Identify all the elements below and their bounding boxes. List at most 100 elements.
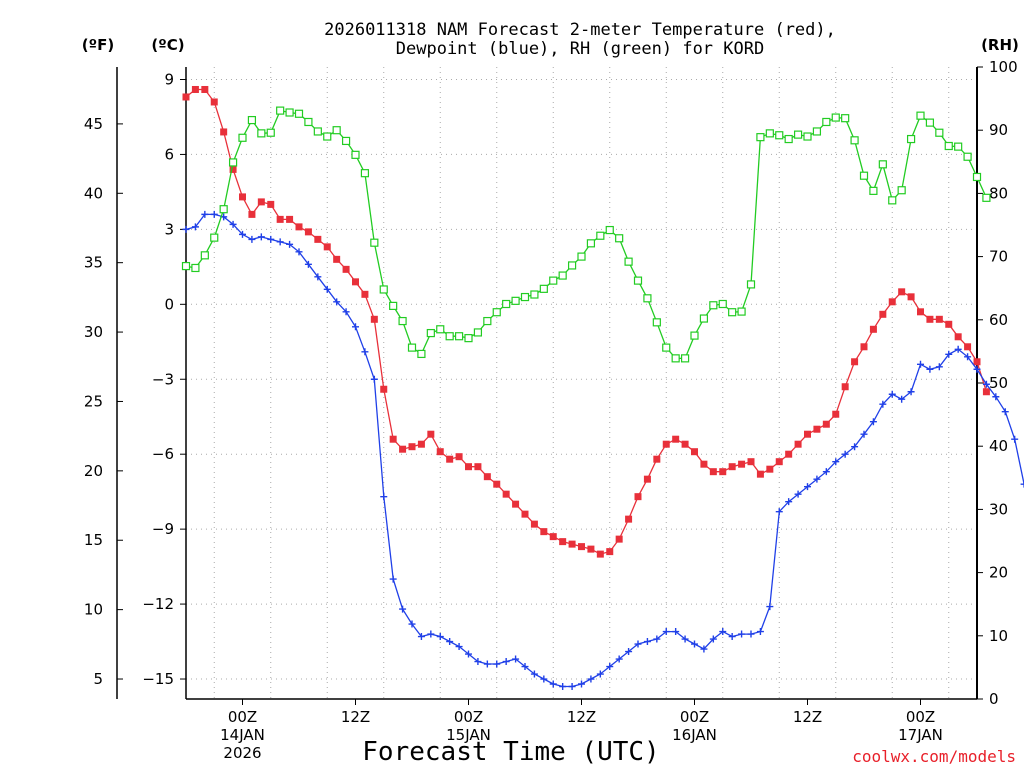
celsius-unit-label: (ºC): [151, 36, 184, 54]
rh-point: [756, 133, 765, 142]
dewpoint-point: [1011, 435, 1019, 443]
rh-point: [972, 172, 982, 182]
rh-unit-label: (RH): [981, 36, 1019, 54]
dewpoint-point: [540, 675, 548, 683]
series-dewpoint: [182, 210, 1024, 691]
rh-point: [426, 328, 435, 338]
rh-point: [671, 354, 680, 363]
temperature-point: [276, 215, 284, 223]
dewpoint-point: [352, 323, 359, 331]
dewpoint-point: [568, 683, 576, 691]
temperature-point: [973, 358, 981, 366]
dewpoint-point: [973, 365, 981, 373]
rh-point: [276, 106, 285, 115]
rh-point: [577, 252, 586, 261]
dewpoint-point: [738, 630, 746, 638]
dewpoint-point: [408, 620, 416, 628]
rh-point: [539, 284, 548, 293]
temperature-point: [898, 288, 906, 296]
rh-point: [643, 294, 652, 303]
dewpoint-point: [286, 240, 294, 248]
temperature-point: [389, 435, 397, 443]
dewpoint-point: [625, 648, 633, 656]
temperature-point: [361, 290, 369, 298]
dewpoint-point: [370, 375, 378, 383]
dewpoint-point: [210, 210, 218, 218]
rh-point: [181, 261, 191, 271]
rh-point: [323, 132, 332, 141]
rh-point: [699, 314, 709, 323]
temperature-point: [653, 455, 661, 463]
temperature-point: [917, 308, 924, 316]
rh-point: [351, 150, 360, 159]
temperature-point: [229, 165, 237, 173]
dewpoint-point: [982, 380, 990, 388]
temperature-point: [851, 358, 859, 366]
dewpoint-point: [756, 628, 764, 636]
temperature-point: [719, 468, 727, 476]
data-series: [181, 85, 1024, 691]
temperature-point: [869, 325, 877, 333]
rh-point: [690, 331, 699, 340]
dewpoint-point: [521, 663, 529, 671]
celsius-tick-label: −6: [152, 445, 174, 463]
fahrenheit-tick-label: 25: [84, 392, 103, 410]
temperature-point: [700, 460, 708, 468]
rh-point: [897, 186, 906, 195]
dewpoint-point: [926, 365, 934, 373]
dewpoint-point: [276, 238, 284, 246]
dewpoint-point: [578, 680, 585, 688]
dewpoint-point: [917, 360, 924, 368]
dewpoint-point: [333, 298, 341, 306]
dewpoint-point: [691, 640, 698, 648]
rh-tick-label: 80: [989, 184, 1008, 202]
dewpoint-point: [389, 575, 397, 583]
rh-point: [831, 113, 840, 122]
temperature-point: [841, 383, 849, 391]
rh-point: [502, 299, 511, 309]
dewpoint-point: [446, 638, 454, 646]
dewpoint-point: [832, 458, 840, 466]
temperature-point: [493, 480, 501, 488]
temperature-point: [333, 255, 341, 263]
fahrenheit-tick-label: 35: [84, 254, 103, 272]
dewpoint-point: [775, 508, 783, 516]
fahrenheit-tick-label: 45: [84, 115, 103, 133]
tick-labels: 9630−3−6−9−12−15454035302520151051009080…: [84, 58, 1018, 762]
credit-label: coolwx.com/models: [852, 747, 1016, 766]
temperature-point: [446, 455, 454, 463]
rh-point: [294, 109, 304, 118]
rh-point: [737, 307, 746, 316]
temperature-point: [512, 500, 520, 508]
temperature-point: [625, 515, 633, 523]
dewpoint-point: [502, 658, 510, 666]
dewpoint-point: [436, 633, 444, 641]
dewpoint-point: [549, 680, 557, 688]
rh-point: [247, 115, 257, 125]
rh-point: [925, 118, 935, 127]
temperature-point: [832, 410, 840, 418]
temperature-point: [191, 85, 199, 93]
rh-point: [765, 129, 774, 138]
dewpoint-point: [728, 633, 736, 641]
date-label: 17JAN: [898, 726, 943, 744]
rh-point: [615, 234, 624, 243]
temperature-point: [314, 235, 322, 243]
dewpoint-point: [935, 363, 943, 371]
temperature-point: [662, 440, 670, 448]
rh-point: [567, 261, 577, 270]
temperature-point: [182, 93, 190, 101]
time-tick-label: 00Z: [680, 708, 709, 726]
dewpoint-point: [323, 285, 331, 293]
temperature-point: [728, 463, 736, 471]
rh-point: [878, 160, 887, 169]
dewpoint-point: [709, 635, 717, 643]
rh-point: [549, 276, 558, 285]
celsius-tick-label: 9: [164, 70, 174, 88]
temperature-point: [606, 548, 614, 556]
rh-point: [812, 127, 822, 136]
temperature-point: [521, 510, 529, 518]
temperature-point: [596, 550, 604, 558]
rh-point: [605, 225, 614, 235]
